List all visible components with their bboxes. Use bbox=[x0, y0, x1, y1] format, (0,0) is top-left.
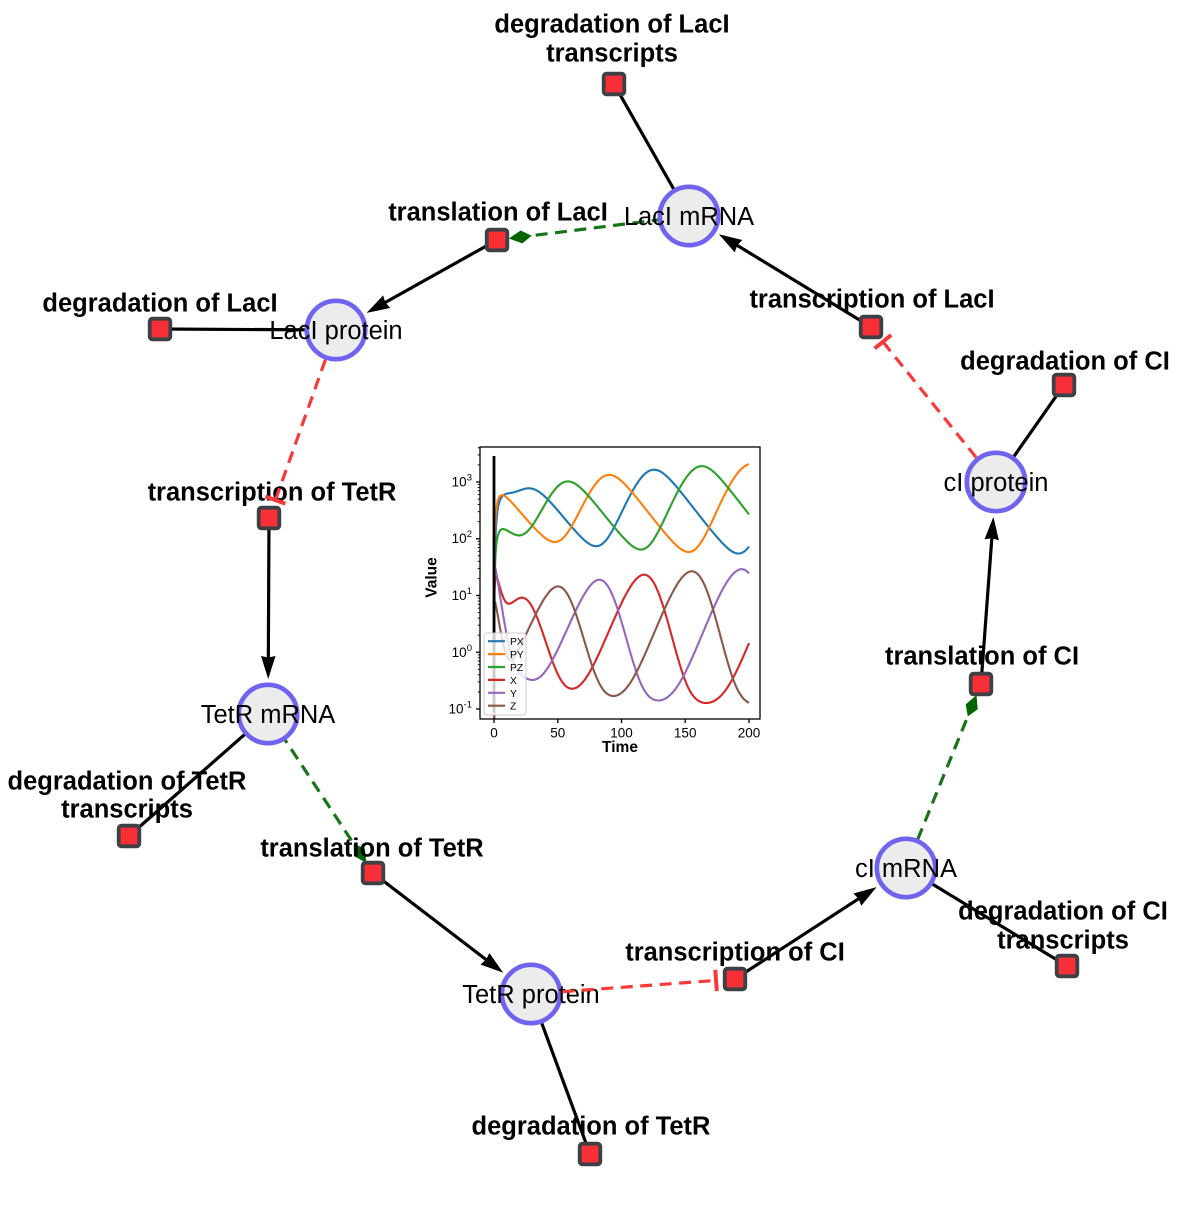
svg-text:X: X bbox=[510, 676, 517, 687]
svg-text:LacI protein: LacI protein bbox=[269, 317, 402, 345]
svg-text:translation of CI: translation of CI bbox=[885, 643, 1079, 671]
svg-text:translation of LacI: translation of LacI bbox=[388, 199, 608, 227]
svg-text:transcription of TetR: transcription of TetR bbox=[148, 479, 397, 507]
svg-text:degradation of TetR: degradation of TetR bbox=[8, 768, 247, 796]
svg-text:Y: Y bbox=[510, 689, 517, 700]
svg-text:150: 150 bbox=[674, 726, 697, 741]
svg-text:transcription of LacI: transcription of LacI bbox=[749, 286, 994, 314]
svg-text:PX: PX bbox=[510, 637, 524, 648]
svg-text:TetR mRNA: TetR mRNA bbox=[201, 701, 336, 729]
svg-text:100: 100 bbox=[610, 726, 633, 741]
svg-text:translation of TetR: translation of TetR bbox=[260, 835, 483, 863]
svg-text:transcripts: transcripts bbox=[546, 40, 678, 68]
svg-text:PZ: PZ bbox=[510, 663, 523, 674]
svg-text:degradation of LacI: degradation of LacI bbox=[42, 290, 277, 318]
svg-text:degradation of CI: degradation of CI bbox=[958, 898, 1168, 926]
svg-text:LacI mRNA: LacI mRNA bbox=[624, 203, 754, 231]
svg-text:cI mRNA: cI mRNA bbox=[855, 855, 957, 883]
svg-text:Value: Value bbox=[424, 557, 441, 598]
svg-text:transcripts: transcripts bbox=[997, 927, 1129, 955]
svg-text:0: 0 bbox=[490, 726, 498, 741]
svg-text:transcription of CI: transcription of CI bbox=[625, 939, 845, 967]
svg-text:TetR protein: TetR protein bbox=[462, 981, 600, 1009]
svg-text:200: 200 bbox=[738, 726, 761, 741]
svg-text:cI protein: cI protein bbox=[944, 469, 1049, 497]
svg-text:50: 50 bbox=[550, 726, 565, 741]
svg-text:Time: Time bbox=[602, 739, 638, 756]
svg-text:Z: Z bbox=[510, 702, 516, 713]
svg-text:PY: PY bbox=[510, 650, 524, 661]
svg-text:degradation of CI: degradation of CI bbox=[960, 348, 1170, 376]
svg-text:degradation of LacI: degradation of LacI bbox=[494, 11, 729, 39]
svg-text:degradation of TetR: degradation of TetR bbox=[472, 1113, 711, 1141]
svg-text:transcripts: transcripts bbox=[61, 796, 193, 824]
